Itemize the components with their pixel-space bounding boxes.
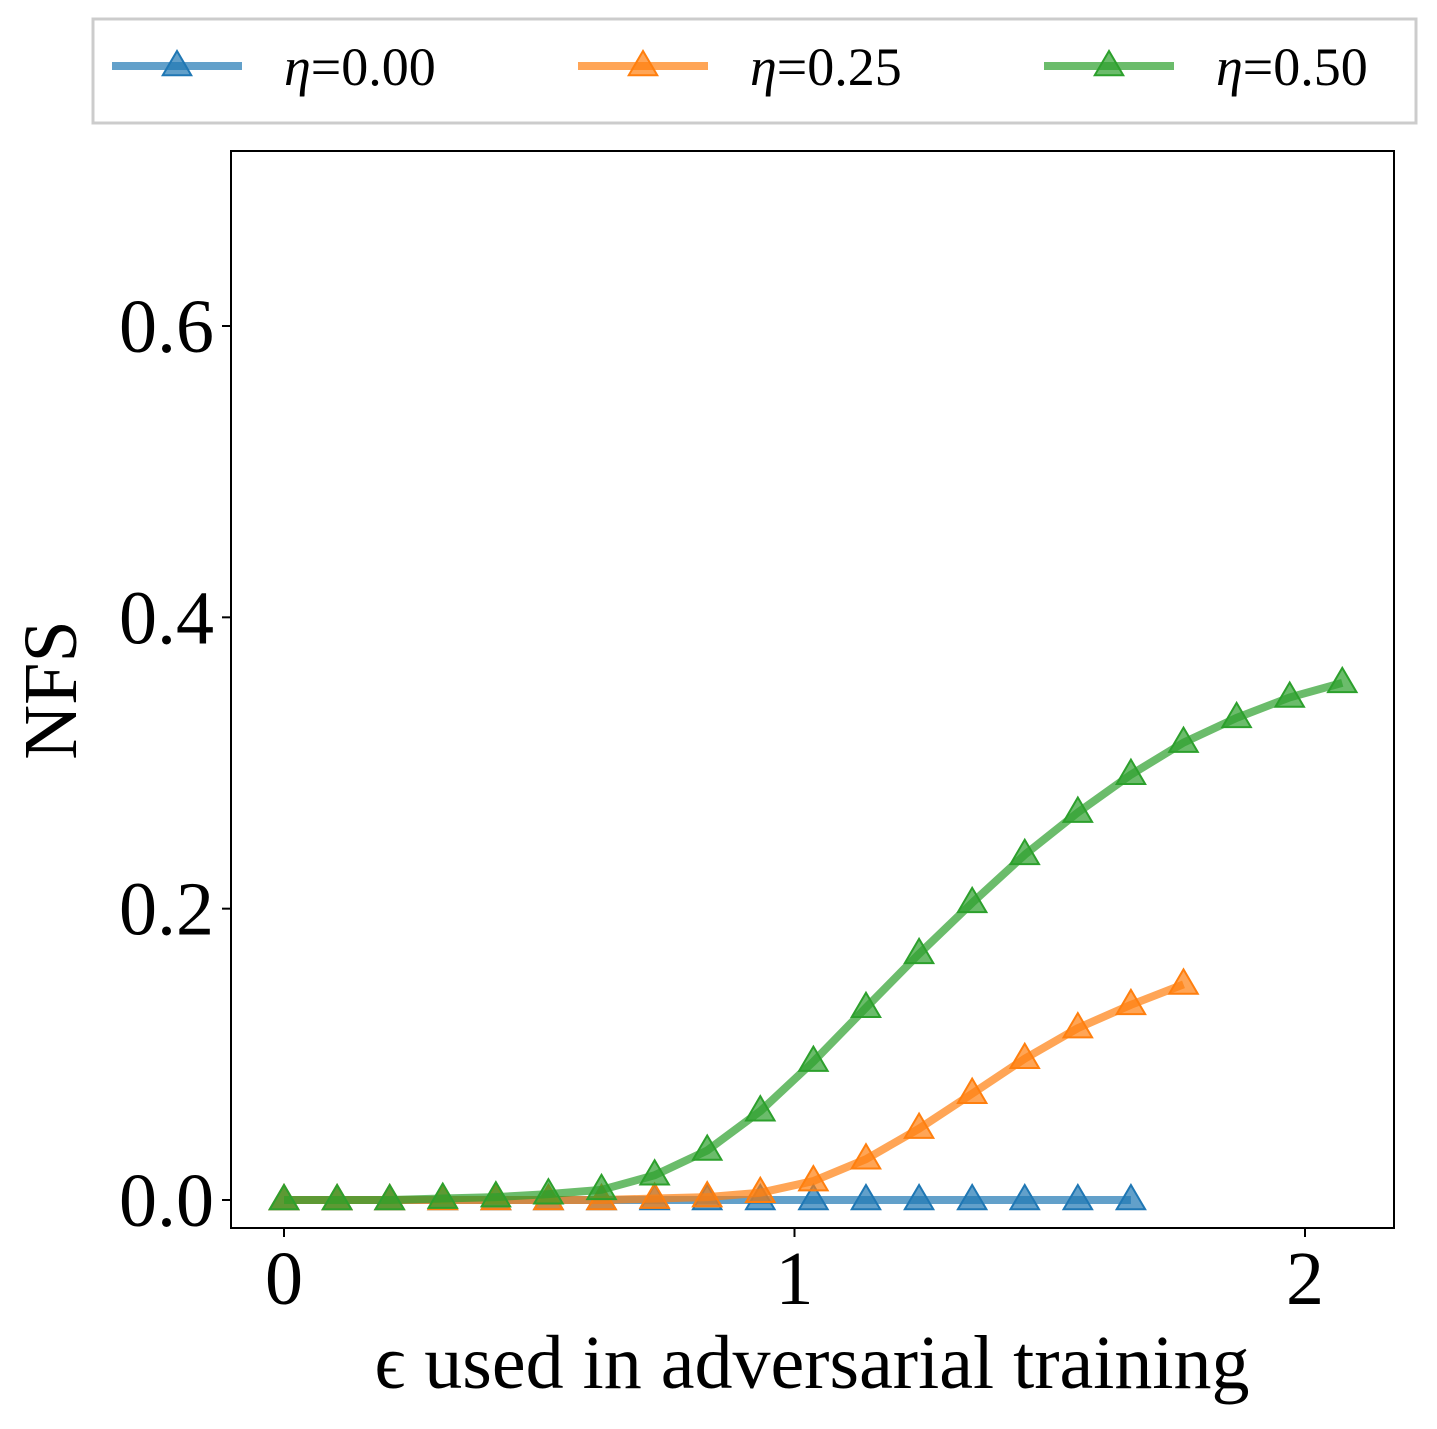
y-tick-label: 0.4 [119,576,214,660]
y-axis-title: NFS [9,620,93,759]
legend-item: η=0.25 [578,37,902,97]
data-point [903,936,936,965]
data-point [1114,757,1147,785]
data-point [532,1177,565,1205]
x-axis-title: ϵ used in adversarial training [375,1321,1250,1405]
data-point [321,1183,354,1211]
data-point [585,1172,618,1201]
data-point [691,1180,724,1208]
legend-label: η=0.00 [284,37,436,97]
data-point [849,1183,882,1211]
series-2 [268,665,1359,1211]
data-point [1114,987,1147,1016]
legend-marker-icon [1093,49,1125,77]
legend-item: η=0.00 [112,37,436,97]
data-point [1008,837,1041,866]
legend-label: η=0.25 [750,37,902,97]
data-point [1167,967,1200,995]
legend-frame [91,17,1418,125]
legend-item: η=0.50 [1044,37,1368,97]
y-tick-label: 0.0 [119,1159,214,1243]
data-point [691,1133,724,1161]
data-point [1061,795,1094,823]
data-point [903,1111,936,1139]
data-point [744,1094,777,1122]
data-point [1167,725,1200,753]
y-tick-label: 0.2 [119,868,214,952]
data-point [849,990,882,1019]
data-point [956,1076,989,1104]
x-tick-label: 0 [265,1237,303,1321]
legend-marker-icon [627,49,659,77]
legend-marker-icon [161,49,193,77]
data-point [797,1044,830,1072]
data-point [1326,665,1359,694]
y-tick-label: 0.6 [119,285,214,369]
data-point [479,1180,512,1208]
data-point [1114,1183,1147,1211]
data-point [1008,1041,1041,1070]
data-point [373,1183,406,1211]
data-point [797,1183,830,1211]
data-point [638,1158,671,1186]
data-point [1061,1011,1094,1039]
data-point [1220,700,1253,729]
data-point [1273,680,1306,708]
x-tick-label: 1 [776,1237,814,1321]
data-point [426,1181,459,1209]
data-point [268,1183,300,1211]
data-point [744,1175,777,1204]
series-layer [268,665,1359,1211]
data-point [1008,1183,1041,1211]
axis-ticks: 0 1 2 0.0 0.2 0.4 0.6 [119,285,1324,1321]
data-point [797,1164,830,1192]
legend-label: η=0.50 [1216,37,1368,97]
data-point [956,885,989,914]
legend: η=0.00 η=0.25 η=0.50 [91,17,1418,125]
data-point [956,1183,989,1211]
data-point [1061,1183,1094,1211]
data-point [638,1181,671,1209]
x-tick-label: 2 [1286,1237,1324,1321]
data-point [849,1142,882,1170]
data-point [903,1183,936,1211]
